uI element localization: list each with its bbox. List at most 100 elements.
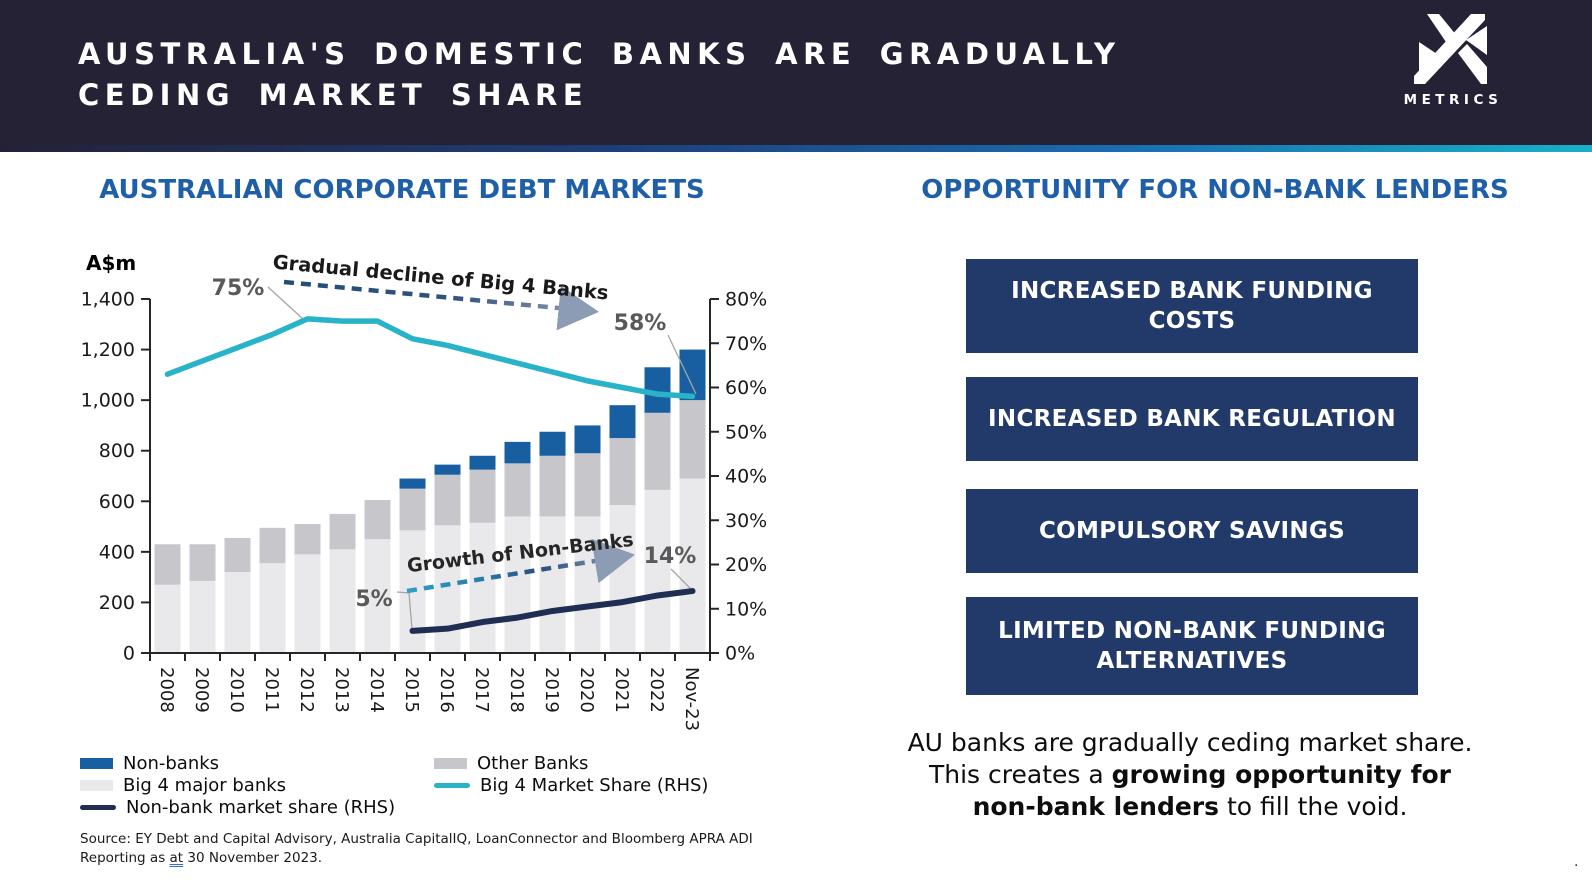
bar-segment <box>399 478 426 489</box>
x-axis-tick-label: 2018 <box>506 667 527 713</box>
y2-axis-tick-label: 80% <box>725 289 767 311</box>
axes: 0 200 400 600 800 1,000 1,200 1,400 0% 10% 20% 30% 4… <box>81 289 768 665</box>
metrics-logo-text: METRICS <box>1403 92 1503 108</box>
y-axis-tick-label: 200 <box>99 592 135 614</box>
bar-segment <box>399 488 426 531</box>
bar-segment <box>259 563 286 653</box>
bar-segment <box>644 489 671 653</box>
source-note: Source: EY Debt and Capital Advisory, Au… <box>80 830 780 868</box>
metrics-logo: METRICS <box>1398 14 1508 108</box>
bar-segment <box>294 524 321 555</box>
x-axis-tick-label: 2013 <box>331 667 352 713</box>
legend-label: Non-banks <box>123 753 220 774</box>
opportunity-box-regulation: INCREASED BANK REGULATION <box>966 377 1418 461</box>
source-line2: Reporting as at 30 November 2023. <box>80 850 323 866</box>
legend-item-nonbank-share: Non-bank market share (RHS) <box>80 797 395 818</box>
stray-period: . <box>1574 854 1579 870</box>
summary-paragraph: AU banks are gradually ceding market sha… <box>865 727 1515 823</box>
legend-label: Big 4 Market Share (RHS) <box>480 775 709 796</box>
bar-segment <box>189 580 216 653</box>
bar-segment <box>504 441 531 464</box>
x-axis-tick-label: 2010 <box>226 667 247 713</box>
header-accent-strip <box>0 145 1592 152</box>
nonbank-share-line <box>409 588 696 634</box>
bar-segment <box>434 464 461 475</box>
summary-line1: AU banks are gradually ceding market sha… <box>907 728 1473 757</box>
bar-segment <box>364 500 391 540</box>
legend-item-big4-share: Big 4 Market Share (RHS) <box>434 775 708 796</box>
annotation-leader-line <box>267 286 304 320</box>
bar-segment <box>224 572 251 653</box>
bar-segment <box>574 425 601 454</box>
bar-segment <box>679 349 706 401</box>
legend-item-other-banks: Other Banks <box>434 753 588 774</box>
annotation-nonbank-start: 5% <box>355 587 392 612</box>
bar-segment <box>364 539 391 653</box>
header: AUSTRALIA'S DOMESTIC BANKS ARE GRADUALLY… <box>0 0 1592 145</box>
big4-banks-swatch <box>80 780 113 791</box>
annotation-leader-line <box>396 591 413 630</box>
slide-title: AUSTRALIA'S DOMESTIC BANKS ARE GRADUALLY… <box>78 34 1121 116</box>
annotation-big4-end: 58% <box>614 311 667 336</box>
legend-label: Non-bank market share (RHS) <box>126 797 396 818</box>
x-axis-tick-label: 2014 <box>366 667 387 713</box>
opportunity-box-funding-costs: INCREASED BANK FUNDING COSTS <box>966 259 1418 353</box>
left-section-title: AUSTRALIAN CORPORATE DEBT MARKETS <box>99 175 705 205</box>
bar-segment <box>329 549 356 653</box>
y2-axis-tick-label: 60% <box>725 377 767 399</box>
bar-segment <box>504 463 531 517</box>
y-axis-tick-label: 400 <box>99 541 135 563</box>
legend-item-big4-banks: Big 4 major banks <box>80 775 286 796</box>
annotation-leader-line <box>667 334 697 395</box>
y2-axis-tick-label: 20% <box>725 554 767 576</box>
y2-axis-tick-label: 0% <box>725 643 755 665</box>
decline-arrow <box>283 279 599 331</box>
bar-segment <box>609 505 636 653</box>
bar-segment <box>679 400 706 479</box>
x-axis-tick-label: 2017 <box>471 667 492 713</box>
bar-segment <box>294 554 321 653</box>
slide-title-line2: CEDING MARKET SHARE <box>78 78 589 112</box>
other-banks-swatch <box>434 758 467 769</box>
bar-segment <box>189 544 216 581</box>
bar-segment <box>609 405 636 439</box>
bar-segment <box>469 522 496 653</box>
y2-axis-tick-label: 50% <box>725 421 767 443</box>
legend-label: Big 4 major banks <box>123 775 287 796</box>
summary-line3: non-bank lenders to fill the void. <box>972 792 1408 821</box>
bar-segment <box>259 527 286 564</box>
bar-segment <box>434 525 461 653</box>
non-banks-swatch <box>80 758 113 769</box>
slide-title-line1: AUSTRALIA'S DOMESTIC BANKS ARE GRADUALLY <box>78 37 1121 71</box>
underlined-word: at <box>169 850 184 866</box>
y2-axis-tick-label: 40% <box>725 466 767 488</box>
right-section-title: OPPORTUNITY FOR NON-BANK LENDERS <box>921 175 1509 205</box>
x-axis-tick-label: 2021 <box>611 667 632 713</box>
bar-segment <box>154 544 181 585</box>
big4-share-line-swatch <box>434 783 470 788</box>
stacked-bars <box>154 349 706 653</box>
x-axis-tick-label: 2012 <box>296 667 317 713</box>
nonbank-share-line-swatch <box>80 805 116 810</box>
bar-segment <box>644 412 671 490</box>
y-axis-tick-label: 1,000 <box>81 390 135 412</box>
summary-line2: This creates a growing opportunity for <box>928 760 1452 789</box>
bar-segment <box>224 537 251 573</box>
y-axis-tick-label: 1,200 <box>81 339 135 361</box>
x-axis-tick-label: 2019 <box>541 667 562 713</box>
source-line1: Source: EY Debt and Capital Advisory, Au… <box>80 831 753 847</box>
bar-segment <box>329 513 356 550</box>
opportunity-box-savings: COMPULSORY SAVINGS <box>966 489 1418 573</box>
x-axis-tick-label: 2020 <box>576 667 597 713</box>
x-axis-tick-label: Nov-23 <box>681 667 702 731</box>
x-axis-tick-label: 2011 <box>261 667 282 713</box>
annotation-nonbank-end: 14% <box>644 544 697 569</box>
x-axis-tick-label: 2015 <box>401 667 422 713</box>
y2-axis-tick-label: 30% <box>725 510 767 532</box>
bar-segment <box>434 474 461 526</box>
corporate-debt-chart: 0 200 400 600 800 1,000 1,200 1,400 0% 10% 20% 30% 4… <box>81 251 768 732</box>
metrics-logo-icon <box>1414 14 1487 84</box>
x-axis-tick-label: 2022 <box>646 667 667 713</box>
legend-label: Other Banks <box>477 753 589 774</box>
